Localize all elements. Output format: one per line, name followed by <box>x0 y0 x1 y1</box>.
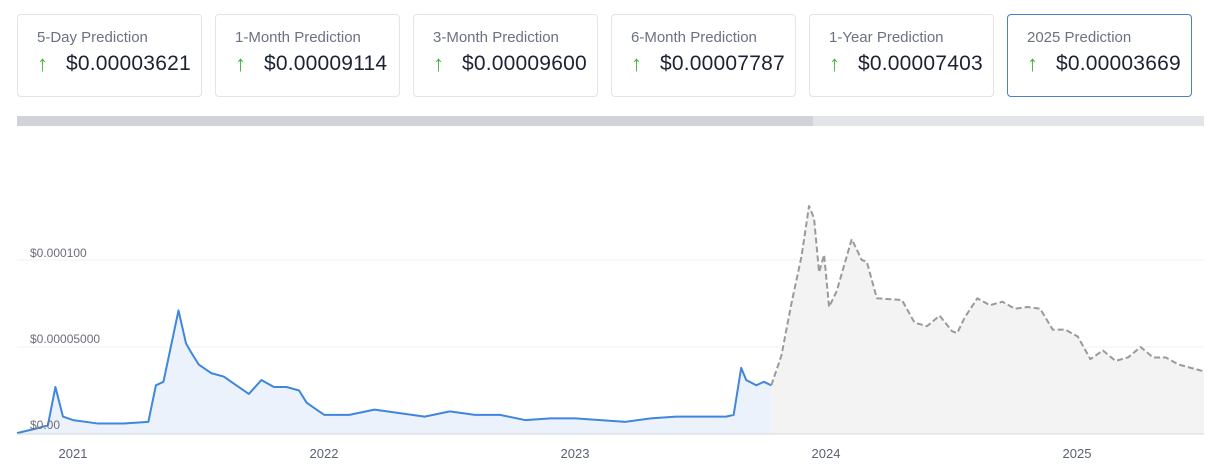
x-tick-label: 2025 <box>1062 446 1092 461</box>
card-value: $0.00009114 <box>264 52 388 75</box>
card-label: 6-Month Prediction <box>631 29 757 46</box>
card-value: $0.00007403 <box>858 52 983 75</box>
arrow-up-icon: ↑ <box>235 51 246 76</box>
card-value: $0.00007787 <box>660 52 785 75</box>
card-3-month[interactable]: 3-Month Prediction ↑ $0.00009600 <box>413 14 598 97</box>
card-6-month[interactable]: 6-Month Prediction ↑ $0.00007787 <box>611 14 796 97</box>
arrow-up-icon: ↑ <box>1027 51 1038 76</box>
chart-plot-area <box>16 205 1205 435</box>
x-tick-label: 2022 <box>309 446 339 461</box>
card-5-day[interactable]: 5-Day Prediction ↑ $0.00003621 <box>17 14 202 97</box>
card-value: $0.00003669 <box>1056 52 1181 75</box>
range-slider[interactable] <box>17 116 1204 126</box>
arrow-up-icon: ↑ <box>829 51 840 76</box>
y-tick-label: $0.000100 <box>30 246 87 260</box>
card-label: 2025 Prediction <box>1027 29 1132 46</box>
x-tick-label: 2024 <box>811 446 841 461</box>
x-tick-label: 2021 <box>58 446 88 461</box>
y-tick-label: $0.00 <box>30 418 61 432</box>
arrow-up-icon: ↑ <box>433 51 444 76</box>
price-chart: $0.000100 $0.00005000 $0.00 2021 2022 20… <box>0 130 1215 471</box>
card-1-month[interactable]: 1-Month Prediction ↑ $0.00009114 <box>215 14 400 97</box>
card-value: $0.00009600 <box>462 52 587 75</box>
card-label: 1-Month Prediction <box>235 29 361 46</box>
card-2025[interactable]: 2025 Prediction ↑ $0.00003669 <box>1007 14 1192 97</box>
card-label: 5-Day Prediction <box>37 29 148 46</box>
prediction-cards: 5-Day Prediction ↑ $0.00003621 1-Month Pr… <box>17 14 1192 97</box>
card-label: 1-Year Prediction <box>829 29 944 46</box>
range-slider-fill[interactable] <box>17 116 814 126</box>
card-value: $0.00003621 <box>66 52 191 75</box>
card-label: 3-Month Prediction <box>433 29 559 46</box>
arrow-up-icon: ↑ <box>37 51 48 76</box>
arrow-up-icon: ↑ <box>631 51 642 76</box>
y-tick-label: $0.00005000 <box>30 332 101 346</box>
x-tick-label: 2023 <box>560 446 590 461</box>
card-1-year[interactable]: 1-Year Prediction ↑ $0.00007403 <box>809 14 994 97</box>
